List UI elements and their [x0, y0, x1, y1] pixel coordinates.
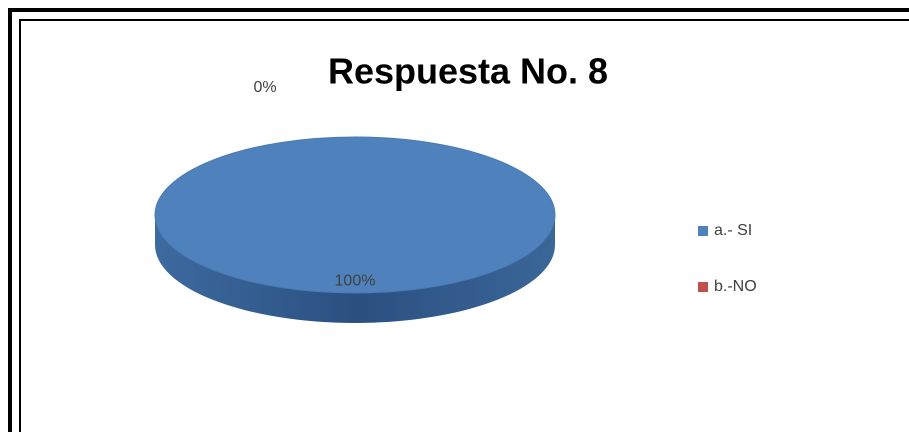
legend-swatch: [698, 282, 708, 292]
legend-label: a.- SI: [714, 222, 752, 239]
data-label: 0%: [253, 79, 276, 96]
inner-frame: [19, 19, 909, 437]
pie-slice: [154, 136, 556, 294]
chart-title: Respuesta No. 8: [328, 51, 608, 92]
pie-side: [155, 215, 555, 323]
legend-swatch: [698, 226, 708, 236]
pie: [154, 136, 556, 323]
data-label: 100%: [335, 273, 376, 290]
legend: a.- SI b.-NO: [698, 222, 757, 295]
outer-frame: [8, 8, 909, 437]
legend-label: b.-NO: [714, 278, 757, 295]
